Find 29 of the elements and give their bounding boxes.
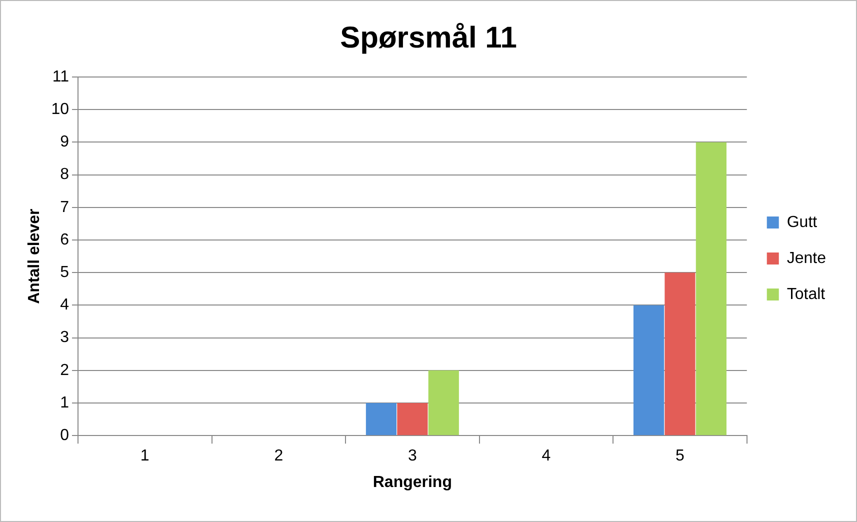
y-tick-label: 2 [60,362,70,379]
y-tick-label: 10 [51,101,70,118]
legend-label: Totalt [786,286,826,303]
y-tick-label: 1 [60,394,70,412]
x-tick-label: 5 [676,448,685,465]
y-tick-label: 3 [60,329,70,346]
y-tick-label: 8 [60,166,70,184]
y-tick-label: 0 [60,427,70,444]
y-tick-label: 11 [52,68,70,86]
y-tick-label: 7 [60,198,70,216]
y-tick-label: 5 [60,264,70,282]
x-tick-label: 4 [542,448,551,465]
y-tick-label: 6 [60,231,70,248]
bar [397,403,428,436]
bar [696,142,726,436]
bar [664,272,696,436]
y-axis-title: Antall elever [26,208,44,304]
bar [366,403,397,436]
legend-label: Gutt [786,214,818,231]
x-tick-label: 2 [274,448,284,465]
y-tick-label: 9 [60,134,70,151]
x-axis-title: Rangering [372,474,452,491]
bar [633,305,664,436]
chart-title: Spørsmål 11 [340,21,517,54]
y-tick-label: 4 [60,296,70,314]
bar [428,370,459,436]
x-tick-label: 3 [408,448,417,465]
legend-label: Jente [786,250,826,267]
x-tick-label: 1 [140,448,150,465]
